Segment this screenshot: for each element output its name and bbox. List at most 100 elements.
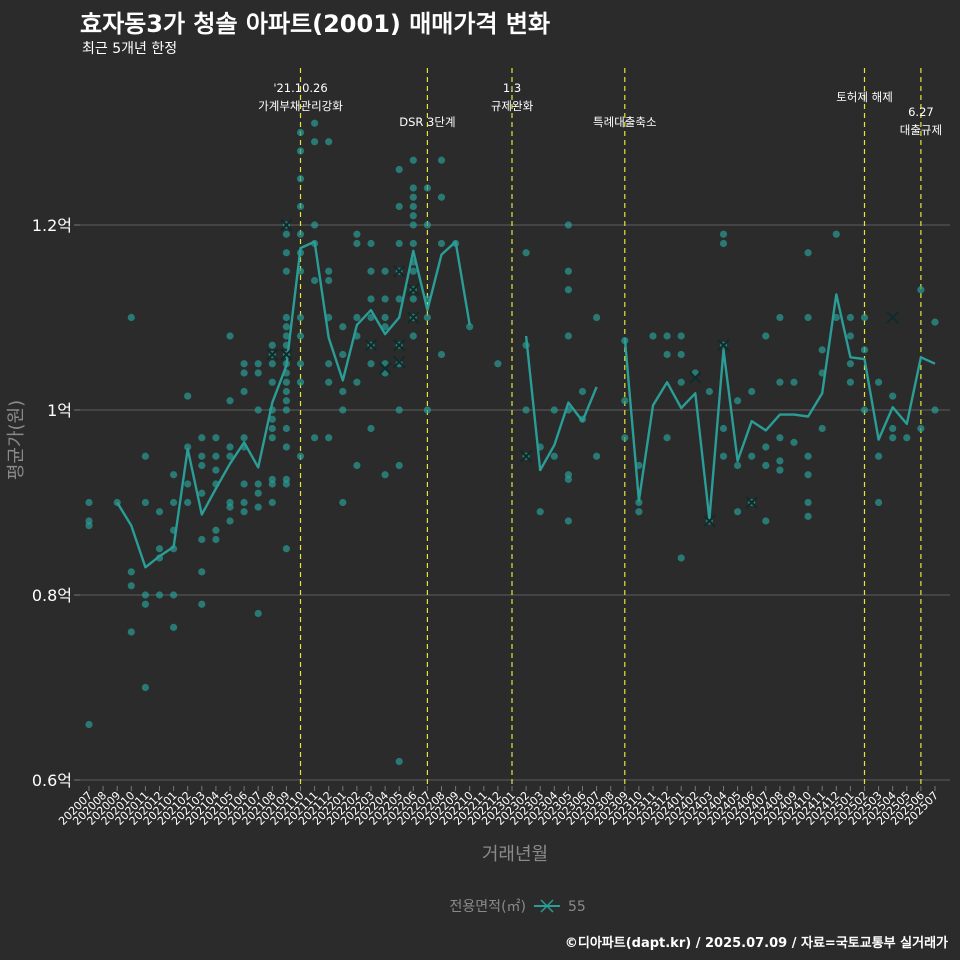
data-point [198,452,206,460]
data-point [282,323,290,331]
data-point [804,498,812,507]
data-point [719,239,728,248]
data-point [663,332,671,340]
data-point [268,498,276,507]
data-point [437,239,446,248]
data-point [282,332,290,340]
average-line-segment [116,240,471,569]
data-point [282,313,290,322]
data-point [748,452,756,460]
data-point [395,295,403,303]
cross-marker [886,311,899,324]
data-point [677,332,685,340]
data-point [282,267,290,275]
data-point [240,480,248,488]
data-point [296,175,305,183]
data-point [889,424,897,433]
data-point [367,360,375,368]
data-point [889,434,897,442]
data-point [353,239,361,248]
data-point [127,313,135,322]
data-point [226,397,234,405]
data-point [353,378,361,386]
data-point [254,360,262,368]
y-tick-label: 1억 [47,401,72,420]
data-point [282,397,290,405]
annotation-label: 1.3 [503,81,521,95]
data-point [832,230,840,238]
data-point [339,350,347,359]
data-point [226,503,234,511]
data-point [423,221,431,229]
data-point [677,350,685,359]
data-point [268,378,276,386]
data-point [536,508,544,516]
data-point [776,466,784,474]
data-point [860,313,869,322]
data-point [282,249,290,257]
data-point [268,360,276,368]
annotation-label: '21.10.26 [273,81,327,95]
data-point [395,360,403,368]
data-point [268,415,276,423]
data-point [677,378,685,386]
data-point [184,392,192,400]
data-point [875,498,883,507]
data-point [268,480,276,488]
data-point [296,128,305,137]
cross-marker [378,362,392,375]
data-point [762,517,770,525]
cross-marker [392,265,406,278]
data-point [127,568,135,576]
data-point [409,332,417,340]
data-point [409,193,417,201]
data-point [212,526,220,534]
annotation-label: 규제완화 [491,99,534,113]
data-point [409,212,417,220]
cross-marker [392,339,406,352]
data-point [198,535,206,544]
data-point [522,406,530,414]
data-point [198,434,206,442]
cross-marker [689,371,702,384]
data-point [409,184,417,192]
data-point [903,434,911,442]
data-point [762,332,770,340]
data-point [141,498,149,507]
annotation-lines [299,68,922,786]
data-point [127,628,135,636]
data-point [734,508,742,516]
data-point [409,221,417,229]
data-point [240,369,248,377]
data-point [748,387,756,396]
y-tick-label: 0.8억 [32,586,72,605]
data-point [296,332,305,340]
data-point [296,313,305,322]
data-point [325,267,333,275]
data-point [85,720,93,729]
data-point [254,369,262,377]
y-tick-label: 1.2억 [32,216,72,235]
data-point [804,471,812,479]
data-point [395,461,403,470]
annotation-label: 가계부채관리강화 [258,99,343,113]
data-point [226,443,234,451]
data-point [212,452,220,460]
data-point [804,512,812,520]
y-axis-ticks: 0.6억 0.8억 1억 1.2억 [32,216,80,790]
data-point [649,332,657,340]
data-point [198,461,206,470]
data-point [141,683,149,692]
data-point [776,378,784,386]
data-point [254,406,262,414]
average-line-segment [623,293,936,521]
data-point [621,434,629,442]
data-point [790,378,798,386]
data-point [339,498,347,507]
chart-subtitle: 최근 5개년 한정 [82,41,178,57]
data-point [522,249,530,257]
data-point [155,591,164,599]
cross-marker [392,355,406,369]
data-point [311,276,319,285]
